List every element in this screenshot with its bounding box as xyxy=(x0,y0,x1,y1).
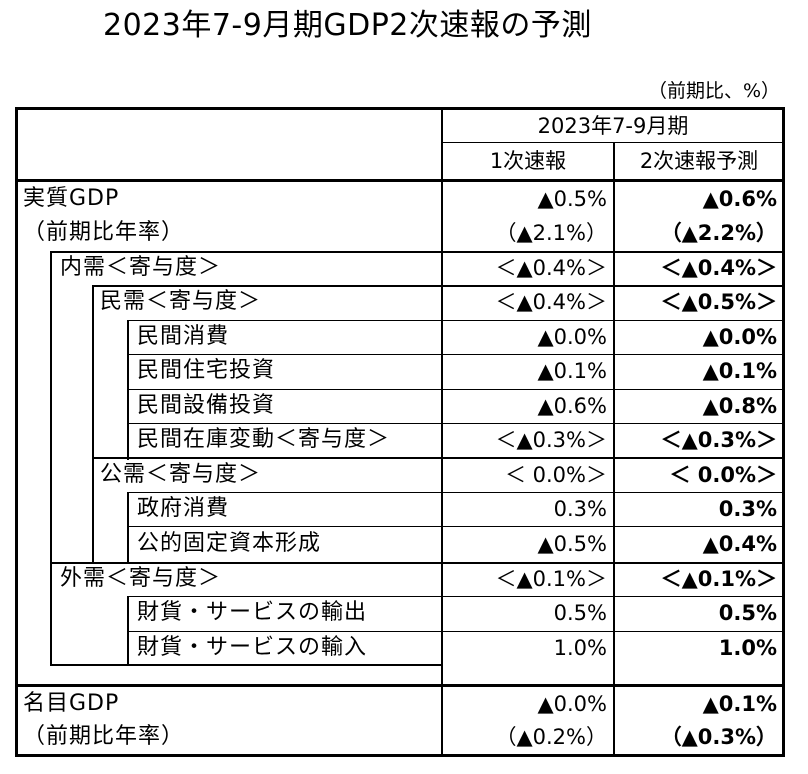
row-value-first: ＜▲0.1%＞ xyxy=(495,567,607,591)
header-period: 2023年7-9月期 xyxy=(537,114,689,138)
row-value-first: 1.0% xyxy=(553,636,607,660)
row-value-forecast: （▲2.2%） xyxy=(660,221,777,245)
row-value-first: 0.5% xyxy=(553,601,607,625)
row-value-forecast: ▲0.1% xyxy=(702,359,777,383)
row-label-capital-investment: 民間設備投資 xyxy=(137,393,276,418)
row-label-inventory-change: 民間在庫変動＜寄与度＞ xyxy=(137,427,391,452)
row-value-forecast: 0.5% xyxy=(718,601,777,625)
rule-nominal-gdp xyxy=(15,684,785,687)
row-value-first: （▲2.1%） xyxy=(495,221,607,245)
row-value-forecast: ＜▲0.3%＞ xyxy=(660,428,777,452)
page-title: 2023年7-9月期GDP2次速報の予測 xyxy=(103,8,592,43)
table-border-left xyxy=(15,107,18,757)
row-label-exports: 財貨・サービスの輸出 xyxy=(137,600,368,625)
row-label-public-fixed-capital: 公的固定資本形成 xyxy=(137,531,322,556)
row-value-first: ＜▲0.4%＞ xyxy=(495,290,607,314)
indent-line-3a xyxy=(127,320,129,460)
row-label-domestic-demand: 内需＜寄与度＞ xyxy=(60,255,222,280)
header-divider xyxy=(441,142,785,143)
row-value-first: ▲0.0% xyxy=(537,325,607,349)
indent-line-2 xyxy=(92,285,94,564)
row-value-forecast: ▲0.0% xyxy=(702,325,777,349)
indent-line-3c xyxy=(127,596,129,666)
row-value-forecast: （▲0.3%） xyxy=(660,725,777,749)
header-first-estimate: 1次速報 xyxy=(489,149,567,173)
row-label-real-gdp: 実質GDP xyxy=(23,186,120,211)
unit-note: （前期比、%） xyxy=(647,80,780,102)
row-label-imports: 財貨・サービスの輸入 xyxy=(137,635,368,660)
rule-row xyxy=(127,389,785,390)
row-value-forecast: ＜▲0.1%＞ xyxy=(660,567,777,591)
rule-row xyxy=(127,423,785,424)
indent-line-1-foot xyxy=(50,664,442,666)
row-label-private-consumption: 民間消費 xyxy=(137,324,230,349)
row-label-public-demand: 公需＜寄与度＞ xyxy=(100,462,262,487)
indent-line-3b xyxy=(127,492,129,562)
rule-row xyxy=(127,526,785,527)
rule-external-demand xyxy=(50,562,785,564)
header-second-estimate-forecast: 2次速報予測 xyxy=(639,149,759,173)
row-value-forecast: 0.3% xyxy=(718,497,777,521)
row-value-first: ＜▲0.3%＞ xyxy=(495,428,607,452)
indent-line-1 xyxy=(50,251,52,665)
rule-private-demand xyxy=(92,285,785,287)
table-border-bottom xyxy=(15,754,785,757)
rule-row xyxy=(127,354,785,355)
column-divider-2 xyxy=(613,143,615,757)
row-label-government-consumption: 政府消費 xyxy=(137,496,230,521)
rule-row xyxy=(127,596,785,597)
row-value-forecast: ▲0.6% xyxy=(702,187,777,211)
rule-row xyxy=(127,492,785,493)
rule-row xyxy=(127,631,785,632)
row-value-first: ▲0.6% xyxy=(537,394,607,418)
row-value-forecast: ＜ 0.0%＞ xyxy=(669,463,777,487)
table-border-right xyxy=(782,107,785,757)
row-value-forecast: ▲0.1% xyxy=(702,692,777,716)
row-value-first: ▲0.0% xyxy=(537,692,607,716)
row-value-forecast: ＜▲0.4%＞ xyxy=(660,256,777,280)
row-label-residential-investment: 民間住宅投資 xyxy=(137,358,276,383)
row-value-forecast: ＜▲0.5%＞ xyxy=(660,290,777,314)
row-value-forecast: ▲0.8% xyxy=(702,394,777,418)
row-label-nominal-gdp: 名目GDP xyxy=(23,691,120,716)
row-value-first: ▲0.5% xyxy=(537,532,607,556)
table-border-top xyxy=(15,107,785,110)
rule-domestic-demand xyxy=(50,251,785,253)
rule-public-demand xyxy=(92,457,785,459)
row-value-first: ▲0.5% xyxy=(537,187,607,211)
row-label-nominal-annualized: （前期比年率） xyxy=(23,724,185,749)
row-value-first: ＜▲0.4%＞ xyxy=(495,256,607,280)
row-value-forecast: 1.0% xyxy=(718,636,777,660)
row-value-first: ▲0.1% xyxy=(537,359,607,383)
gdp-forecast-table: 2023年7-9月期 1次速報 2次速報予測 実質GDP ▲0.5% ▲0.6%… xyxy=(15,107,785,757)
row-label-private-demand: 民需＜寄与度＞ xyxy=(100,289,262,314)
row-label-real-annualized: （前期比年率） xyxy=(23,220,185,245)
row-value-first: 0.3% xyxy=(553,497,607,521)
row-value-first: ＜ 0.0%＞ xyxy=(504,463,607,487)
header-bottom-border xyxy=(15,179,785,182)
rule-row xyxy=(127,320,785,321)
row-value-forecast: ▲0.4% xyxy=(702,532,777,556)
row-label-external-demand: 外需＜寄与度＞ xyxy=(60,566,222,591)
row-value-first: （▲0.2%） xyxy=(495,725,607,749)
column-divider-1 xyxy=(441,107,443,757)
